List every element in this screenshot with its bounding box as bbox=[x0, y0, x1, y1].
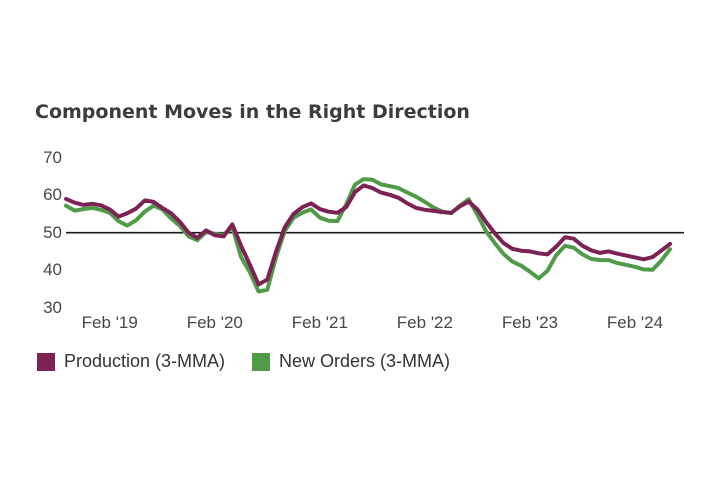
new-orders-swatch bbox=[252, 352, 270, 371]
new-orders-legend-label: New Orders (3-MMA) bbox=[279, 351, 451, 371]
x-tick-label: Feb '23 bbox=[501, 313, 559, 332]
y-tick-label: 70 bbox=[43, 147, 62, 167]
y-tick-label: 50 bbox=[43, 222, 62, 242]
x-tick-label: Feb '19 bbox=[81, 313, 138, 332]
y-tick-label: 30 bbox=[43, 297, 62, 317]
legend-item-new-orders: New Orders (3-MMA) bbox=[252, 351, 450, 372]
production-swatch bbox=[37, 352, 55, 371]
series-line-production-3-mma- bbox=[64, 183, 672, 287]
x-tick-label: Feb '20 bbox=[186, 313, 243, 332]
series-lines bbox=[64, 177, 672, 294]
y-tick-label: 60 bbox=[43, 185, 62, 205]
y-tick-label: 40 bbox=[43, 260, 62, 280]
x-tick-label: Feb '24 bbox=[606, 313, 664, 332]
chart-title: Component Moves in the Right Direction bbox=[35, 101, 470, 123]
x-tick-label: Feb '21 bbox=[291, 313, 348, 332]
legend-item-production: Production (3-MMA) bbox=[37, 351, 225, 372]
legend: Production (3-MMA) New Orders (3-MMA) bbox=[0, 351, 720, 373]
series-line-new-orders-3-mma- bbox=[64, 177, 672, 294]
x-tick-label: Feb '22 bbox=[396, 313, 453, 332]
production-legend-label: Production (3-MMA) bbox=[64, 351, 226, 371]
